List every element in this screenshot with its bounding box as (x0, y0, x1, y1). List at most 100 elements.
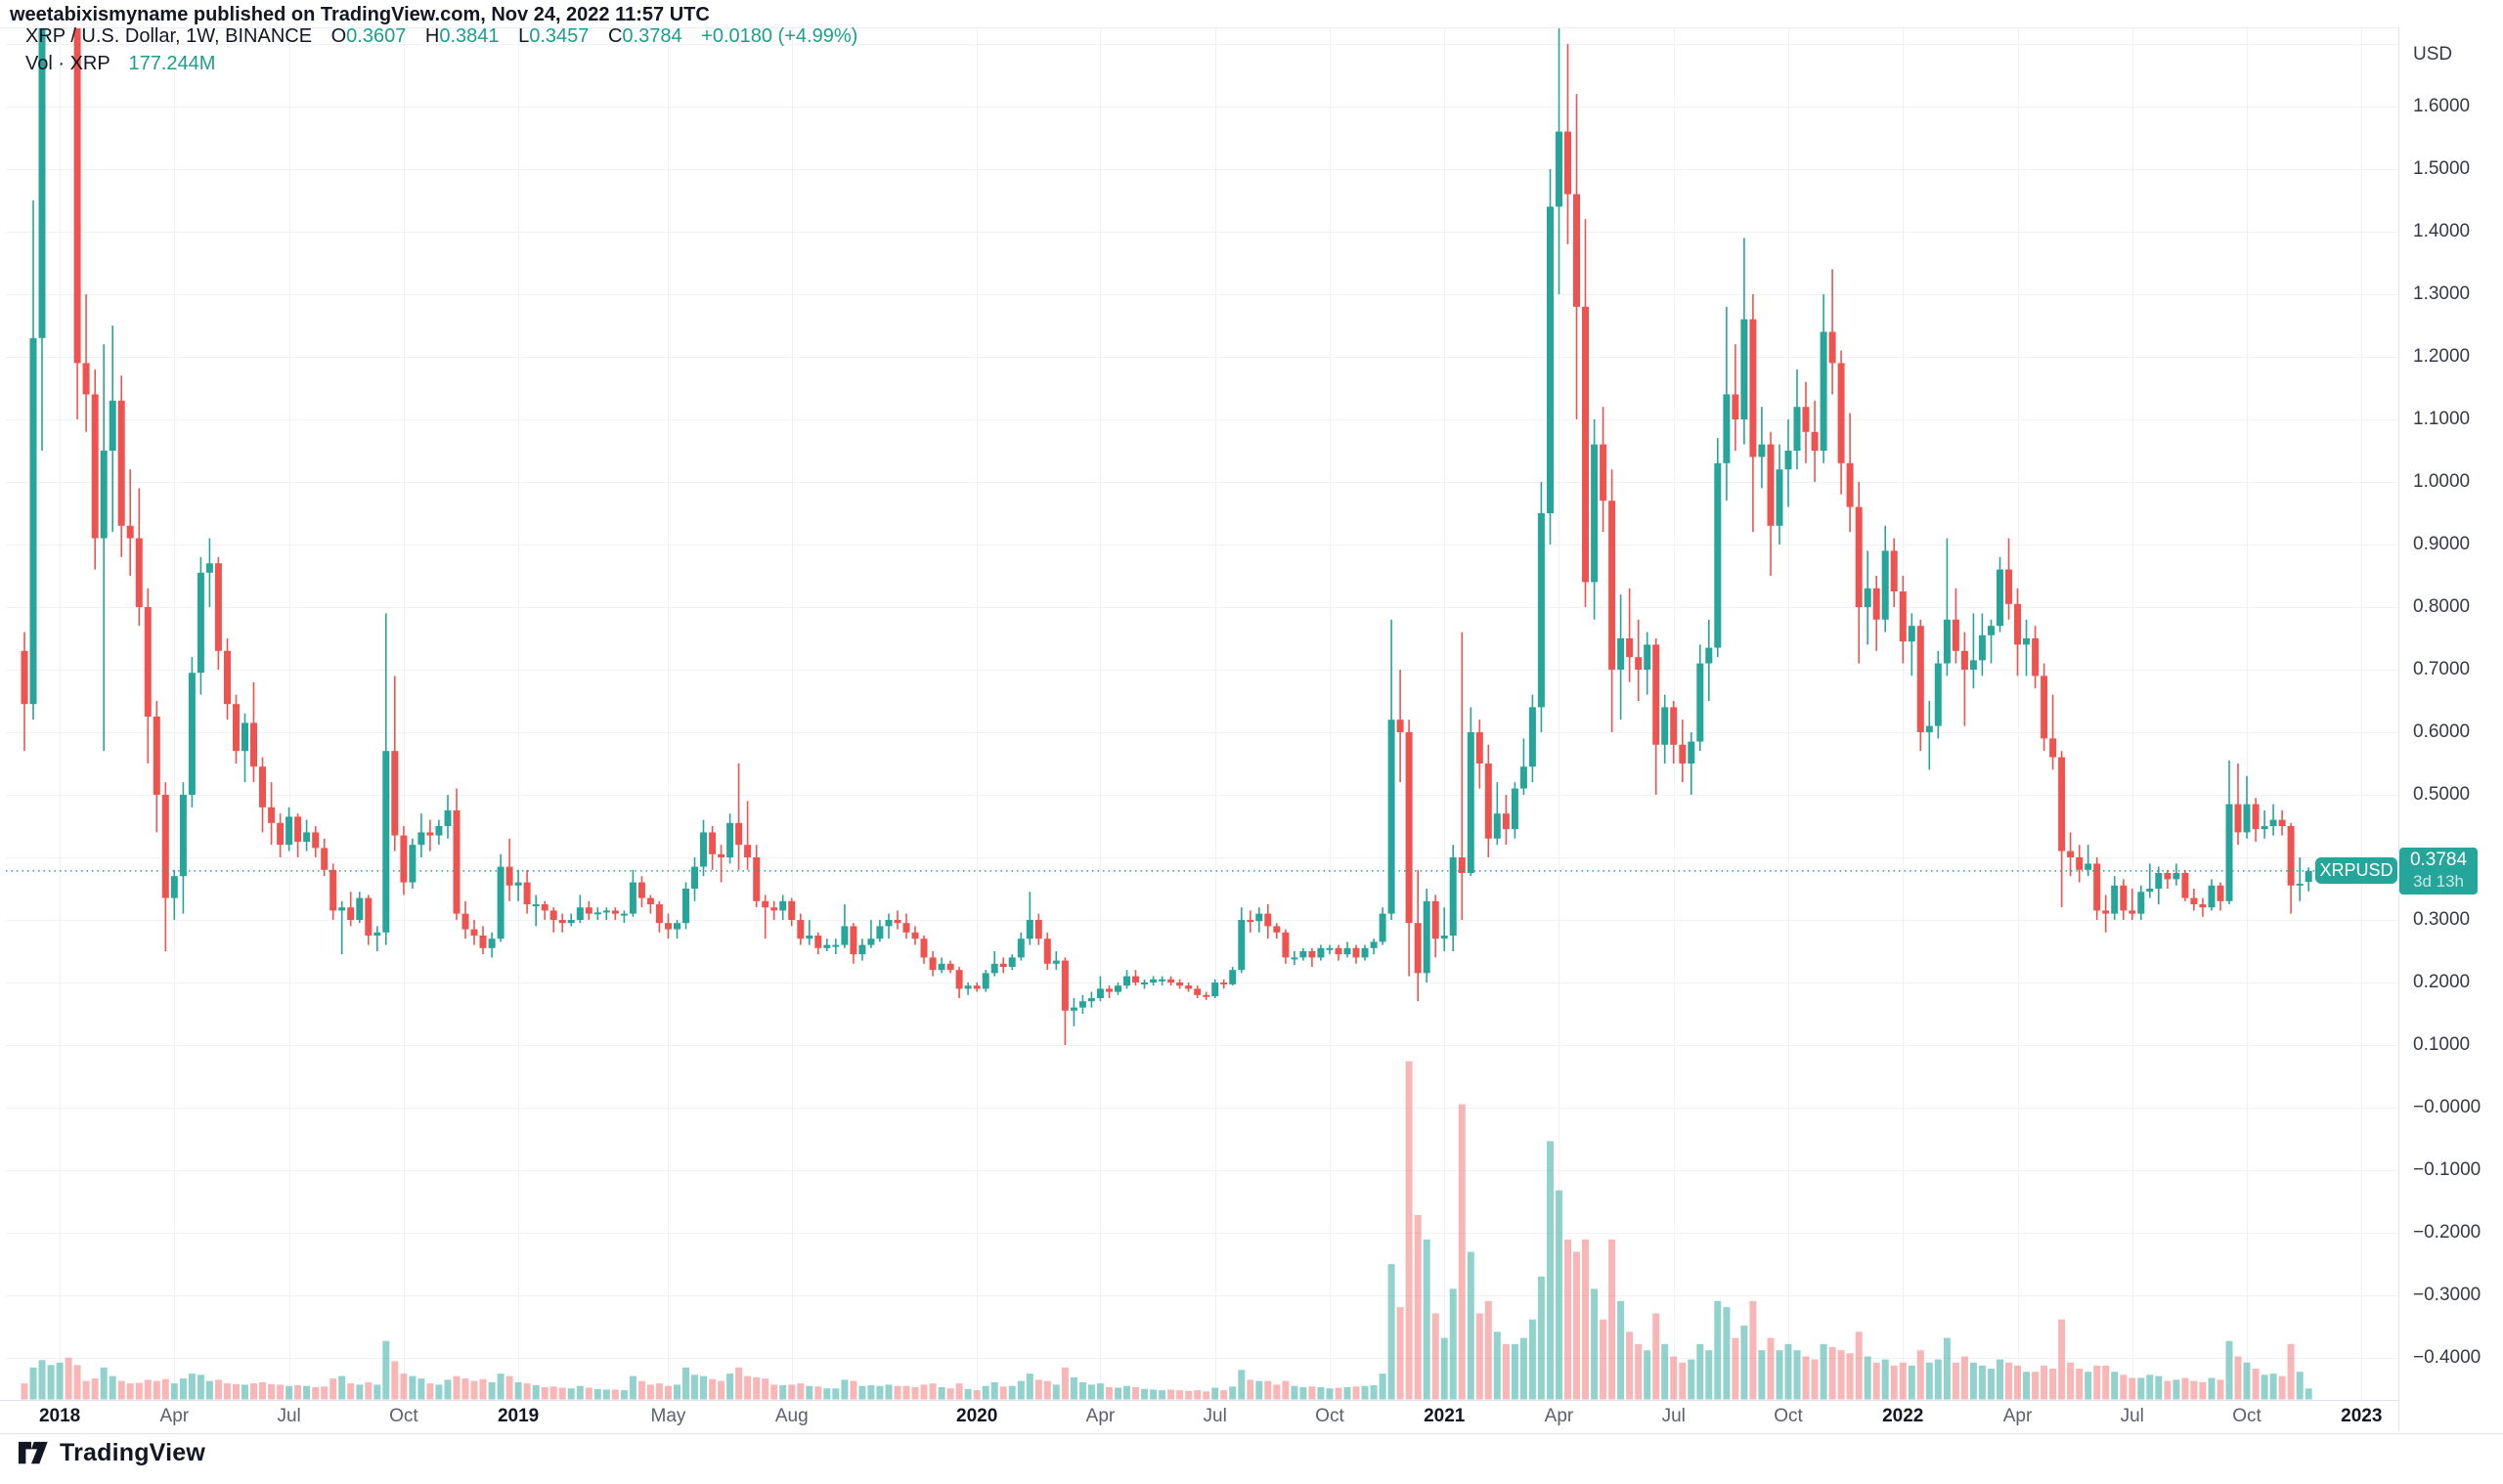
volume-bar (646, 1384, 654, 1400)
candle-body (1352, 947, 1360, 958)
volume-bar (549, 1386, 557, 1400)
volume-bar (1387, 1264, 1395, 1400)
tradingview-watermark[interactable]: TradingView (18, 1439, 205, 1467)
volume-bar (1078, 1381, 1086, 1400)
candle-body (2234, 804, 2242, 833)
published-header: weetabixismyname published on TradingVie… (10, 4, 710, 25)
candle-body (91, 394, 99, 539)
candle-body (1141, 982, 1148, 984)
candle-body (294, 816, 302, 842)
volume-bar (1335, 1387, 1342, 1400)
price-axis-label: 0.6000 (2413, 721, 2471, 742)
candle-body (1220, 982, 1228, 984)
volume-bar (1493, 1331, 1501, 1400)
volume-bar (2014, 1365, 2021, 1400)
candle-body (250, 722, 257, 767)
candle-body (1828, 331, 1836, 364)
symbol-price-line-pill: XRPUSD (2315, 857, 2397, 885)
price-axis-label: −0.1000 (2413, 1159, 2481, 1180)
candle-body (885, 920, 893, 927)
volume-bar (700, 1375, 707, 1400)
candle-body (1688, 741, 1695, 764)
candle-body (2085, 863, 2092, 870)
candle-body (1176, 982, 1184, 986)
volume-bar (1052, 1384, 1060, 1400)
volume-bar (2225, 1340, 2233, 1400)
legend-ohlc-row: XRP / U.S. Dollar, 1W, BINANCE O0.3607 H… (25, 25, 857, 48)
candle-body (347, 907, 355, 920)
volume-bar (1811, 1359, 1819, 1400)
candle-body (497, 866, 505, 939)
volume-layer (21, 1061, 2312, 1400)
volume-bar (1061, 1367, 1069, 1400)
candle-body (850, 926, 857, 955)
candle-body (1784, 451, 1792, 470)
volume-value: 177.244M (128, 53, 216, 74)
volume-bar (1167, 1389, 1175, 1400)
price-axis[interactable]: USD 1.6000 1.5000 1.4000 1.3000 1.2000 1.1000… (2398, 27, 2503, 1431)
candle-body (417, 832, 425, 846)
volume-bar (629, 1375, 637, 1400)
time-axis[interactable]: 2018 Apr Jul Oct 2019 May Aug 2020 Apr Jul Oct 2021… (0, 1400, 2503, 1434)
volume-bar (268, 1383, 276, 1400)
candle-body (38, 28, 46, 338)
volume-bar (611, 1389, 619, 1400)
low-label: L (518, 25, 530, 47)
candle-body (1502, 813, 1510, 830)
volume-bar (1997, 1359, 2003, 1400)
tradingview-logo-text: TradingView (60, 1439, 206, 1466)
candle-body (197, 572, 204, 674)
time-axis-year-label: 2020 (956, 1406, 998, 1426)
candle-body (1811, 431, 1819, 451)
candle-wick (746, 801, 749, 870)
candle-wick (2263, 810, 2265, 839)
candle-body (224, 650, 231, 705)
candle-body (744, 845, 752, 857)
candle-body (1405, 732, 1413, 924)
volume-bar (2093, 1365, 2101, 1400)
candle-body (1600, 444, 1607, 502)
volume-bar (1352, 1386, 1360, 1400)
price-axis-label: 1.4000 (2413, 221, 2471, 241)
candle-body (2278, 819, 2286, 826)
candle-body (1335, 947, 1342, 955)
candle-body (1749, 319, 1757, 458)
candle-body (1361, 947, 1369, 958)
volume-bar (242, 1384, 248, 1400)
candle-body (29, 337, 37, 705)
time-axis-month-label: Jul (1203, 1406, 1227, 1426)
volume-bar (999, 1386, 1007, 1400)
candle-body (929, 957, 937, 971)
candle-wick (1946, 538, 1949, 677)
chart-legend[interactable]: XRP / U.S. Dollar, 1W, BINANCE O0.3607 H… (25, 25, 857, 75)
candle-body (1626, 638, 1634, 658)
volume-bar (1440, 1337, 1448, 1400)
candle-body (611, 910, 619, 914)
volume-bar (1644, 1350, 1651, 1400)
volume-bar (224, 1383, 231, 1400)
volume-label[interactable]: Vol · XRP (25, 53, 110, 74)
candle-body (2181, 873, 2189, 898)
candle-body (973, 985, 981, 989)
volume-bar (400, 1374, 408, 1400)
candle-body (770, 907, 778, 911)
candle-wick (1990, 619, 1993, 664)
volume-bar (691, 1375, 698, 1400)
volume-bar (1317, 1386, 1325, 1400)
price-axis-label: 1.1000 (2413, 409, 2471, 429)
candle-body (858, 944, 866, 955)
volume-bar (558, 1387, 566, 1400)
candle-body (1273, 926, 1281, 933)
volume-bar (2190, 1380, 2198, 1400)
candle-body (700, 832, 707, 867)
volume-bar (1291, 1385, 1298, 1400)
volume-bar (744, 1375, 752, 1400)
volume-bar (2120, 1375, 2128, 1400)
candle-body (1150, 979, 1158, 982)
time-axis-month-label: Oct (389, 1406, 418, 1426)
candle-body (1652, 644, 1660, 745)
symbol-title[interactable]: XRP / U.S. Dollar, 1W, BINANCE (25, 25, 313, 47)
candle-body (135, 538, 143, 607)
candle-body (1997, 569, 2003, 627)
